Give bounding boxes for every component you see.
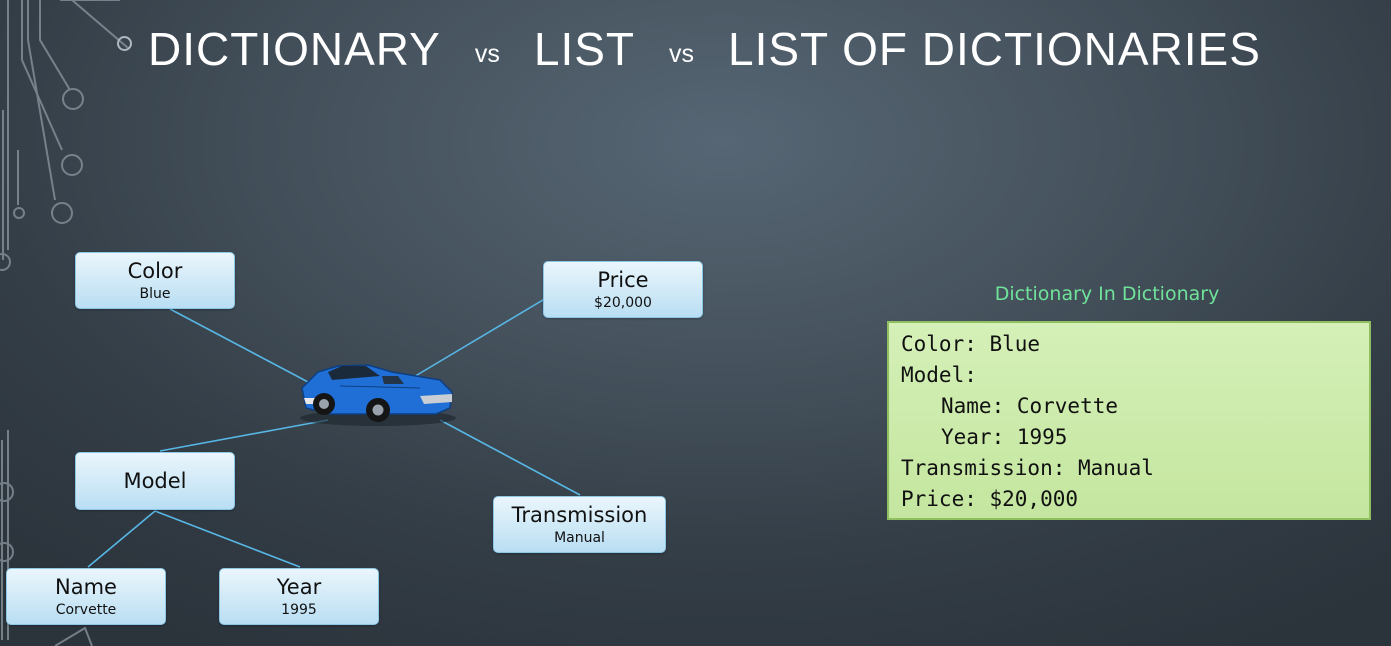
code-line-color: Color: Blue xyxy=(901,332,1041,356)
node-transmission-value: Manual xyxy=(554,529,605,546)
node-transmission: Transmission Manual xyxy=(493,496,666,553)
node-color-key: Color xyxy=(127,258,183,283)
link-transmission xyxy=(439,419,581,496)
car-icon xyxy=(300,364,456,426)
code-line-transmission: Transmission: Manual xyxy=(901,456,1154,480)
node-transmission-key: Transmission xyxy=(511,502,648,527)
title-list: LIST xyxy=(533,23,636,75)
node-price-key: Price xyxy=(597,267,649,292)
node-price: Price $20,000 xyxy=(543,261,703,318)
node-year-value: 1995 xyxy=(281,601,317,618)
dictionary-heading: Dictionary In Dictionary xyxy=(994,283,1220,305)
node-name: Name Corvette xyxy=(6,568,166,625)
node-name-key: Name xyxy=(55,574,117,599)
title-vs-2: vs xyxy=(669,39,695,68)
link-color xyxy=(169,308,309,383)
title-vs-1: vs xyxy=(474,39,500,68)
link-name xyxy=(87,510,156,568)
node-color-value: Blue xyxy=(139,285,171,302)
node-price-value: $20,000 xyxy=(594,294,652,311)
node-name-value: Corvette xyxy=(55,601,117,618)
title-dictionary: DICTIONARY xyxy=(148,23,441,75)
code-line-price: Price: $20,000 xyxy=(901,487,1079,511)
node-year: Year 1995 xyxy=(219,568,379,625)
link-year xyxy=(154,510,301,568)
node-model: Model xyxy=(75,452,235,510)
code-line-name: Name: Corvette xyxy=(941,394,1119,418)
node-color: Color Blue xyxy=(75,252,235,309)
node-model-key: Model xyxy=(123,469,187,493)
link-model xyxy=(159,419,329,452)
page-title: DICTIONARY vs LIST vs LIST OF DICTIONARI… xyxy=(148,18,1261,80)
link-price xyxy=(411,284,569,379)
code-line-year: Year: 1995 xyxy=(941,425,1068,449)
title-list-of-dictionaries: LIST OF DICTIONARIES xyxy=(728,23,1261,75)
title-bullet-icon xyxy=(117,36,132,51)
dictionary-code-box: Color: Blue Model: Name: Corvette Year: … xyxy=(887,321,1371,520)
code-line-model: Model: xyxy=(901,363,977,387)
node-year-key: Year xyxy=(276,574,322,599)
